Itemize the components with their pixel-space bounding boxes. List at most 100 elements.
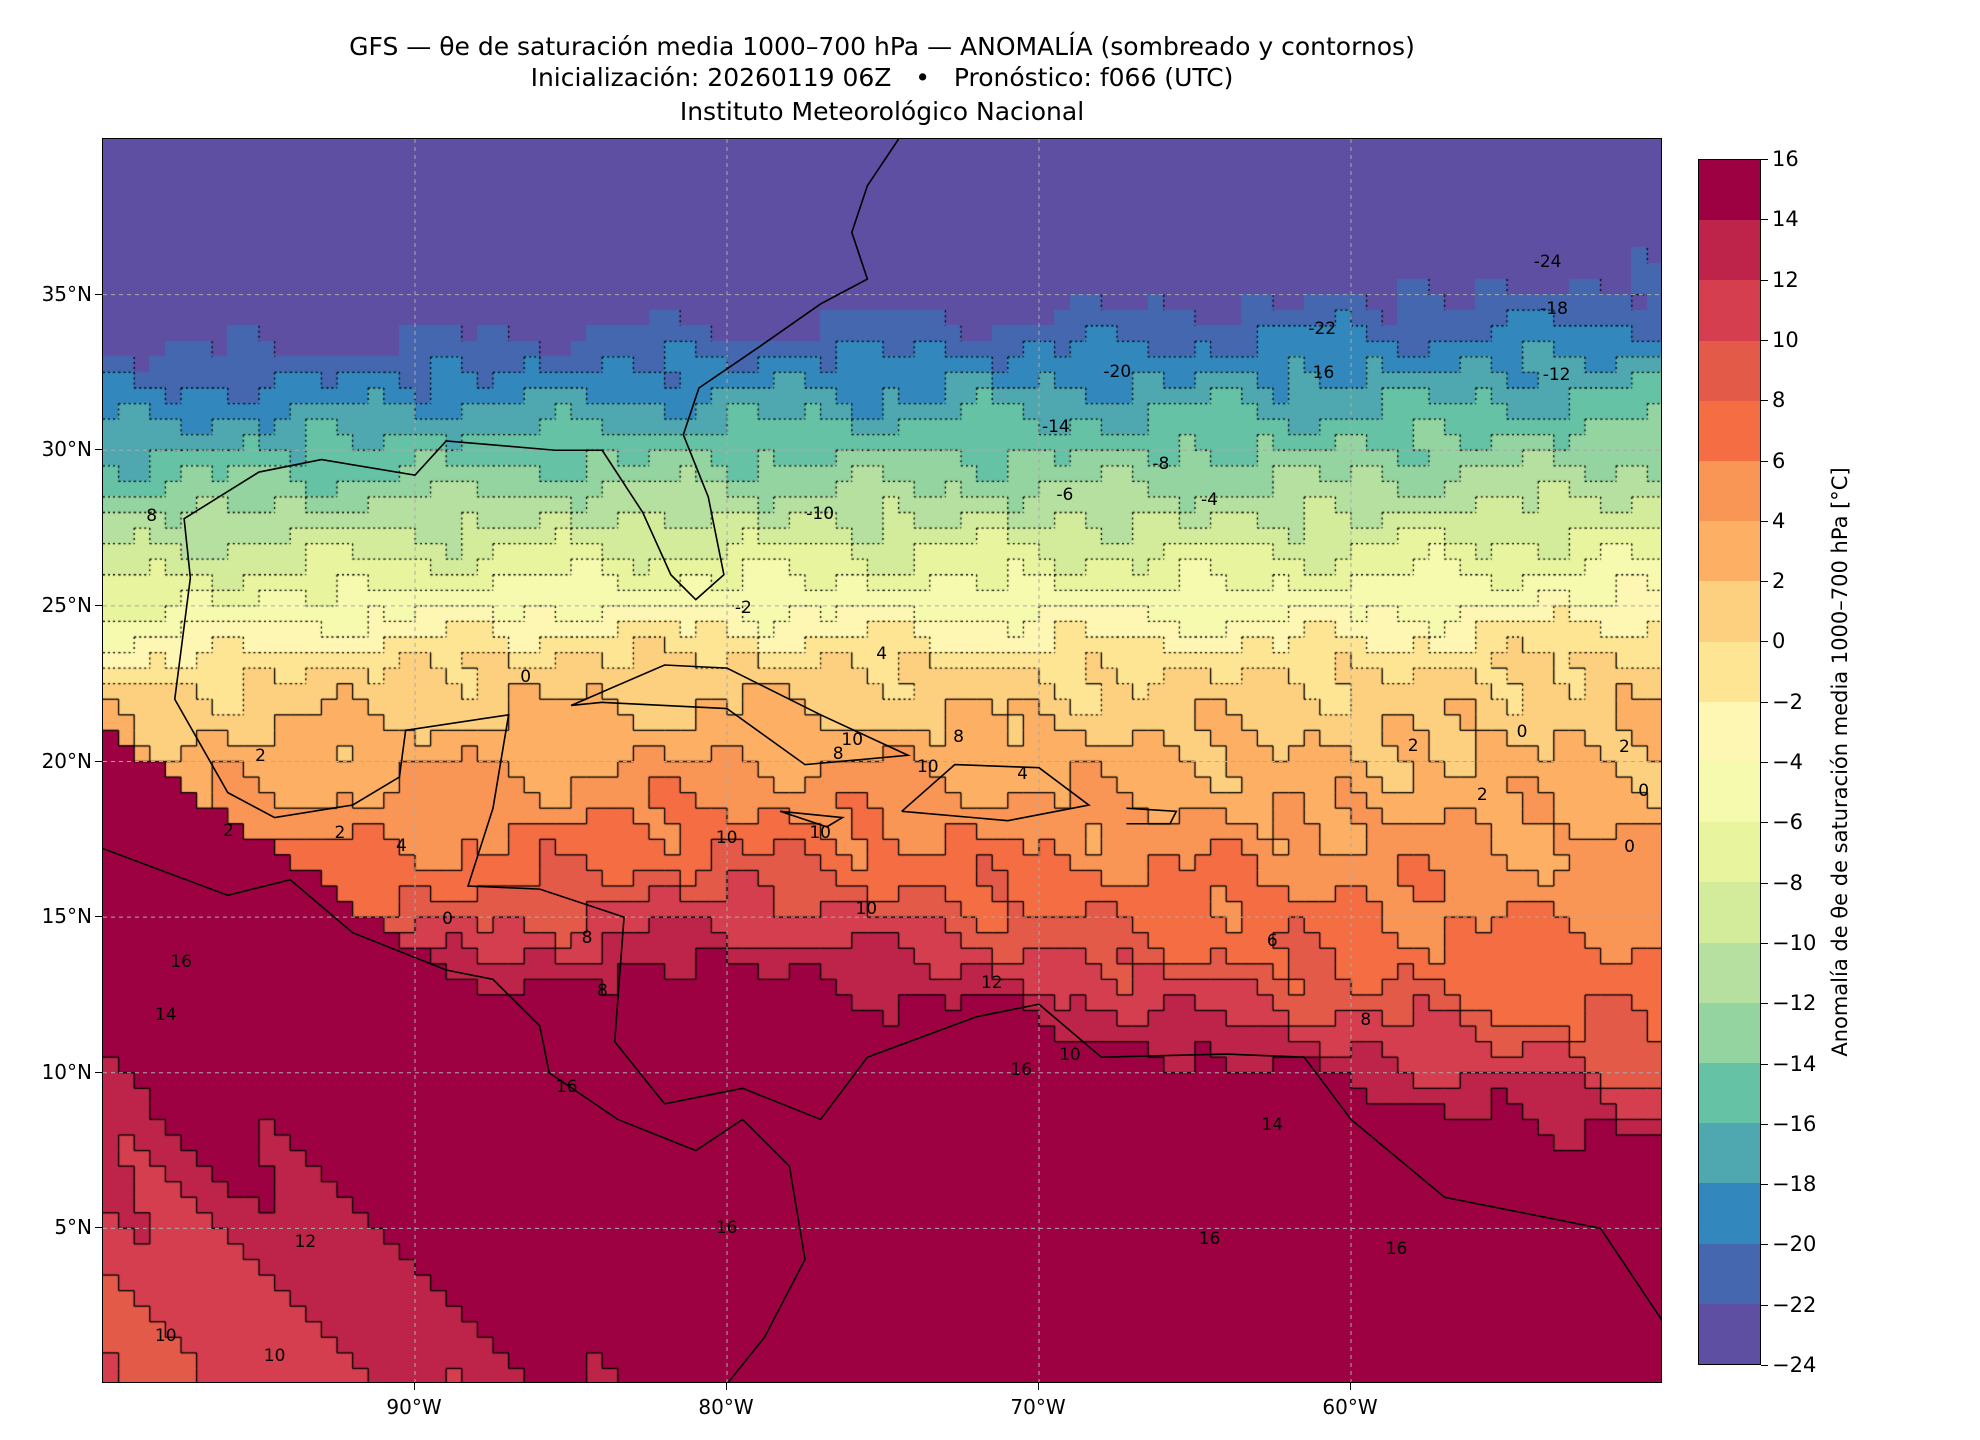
- colorbar-swatch: [1699, 761, 1760, 823]
- x-tick-mark: [1350, 1383, 1351, 1390]
- contour-label: 10: [1059, 1044, 1081, 1065]
- contour-label: 12: [294, 1231, 317, 1252]
- contour-label: 0: [1638, 780, 1650, 801]
- colorbar-swatch: [1699, 822, 1760, 883]
- colorbar-swatch: [1699, 1002, 1760, 1063]
- colorbar-swatch: [1699, 400, 1760, 461]
- colorbar-tick-label: −8: [1772, 870, 1803, 895]
- contour-label: 4: [876, 643, 888, 664]
- contour-label: 16: [555, 1076, 578, 1097]
- contour-label: 14: [154, 1004, 177, 1025]
- colorbar-swatch: [1699, 581, 1760, 642]
- contour-label: 16: [1010, 1060, 1033, 1081]
- colorbar-tick-mark: [1761, 400, 1768, 402]
- contour-label: -20: [1103, 362, 1132, 383]
- y-tick-mark: [95, 916, 102, 918]
- contour-label: -2: [734, 597, 752, 618]
- contour-label: -8: [1152, 454, 1170, 475]
- colorbar-tick-mark: [1761, 279, 1768, 281]
- contour-label: 16: [715, 1217, 738, 1238]
- colorbar-tick-mark: [1761, 1304, 1768, 1306]
- x-tick-label: 80°W: [698, 1395, 754, 1419]
- colorbar-tick-label: −24: [1772, 1353, 1817, 1377]
- contour-label: 6: [1266, 930, 1278, 951]
- colorbar-tick-mark: [1761, 1244, 1768, 1246]
- colorbar-swatch: [1699, 1062, 1760, 1124]
- colorbar-tick-label: 4: [1772, 508, 1786, 533]
- colorbar: [1698, 159, 1761, 1365]
- colorbar-tick-label: 6: [1772, 448, 1786, 473]
- colorbar-tick-label: −2: [1772, 689, 1803, 714]
- coastline: [779, 810, 845, 828]
- y-tick-mark: [95, 760, 102, 762]
- colorbar-tick-label: 8: [1772, 388, 1786, 413]
- x-tick-label: 90°W: [386, 1395, 442, 1419]
- contour-label: 16: [1385, 1239, 1408, 1260]
- colorbar-swatch: [1699, 460, 1760, 522]
- contour-label: -24: [1533, 251, 1562, 272]
- colorbar-tick-mark: [1761, 339, 1768, 341]
- colorbar-tick-mark: [1761, 882, 1768, 884]
- contour-label: 0: [442, 908, 453, 929]
- colorbar-swatch: [1699, 942, 1760, 1003]
- contour-label: -10: [806, 504, 835, 525]
- contour-label: 8: [146, 505, 158, 526]
- colorbar-tick-label: −14: [1772, 1051, 1817, 1076]
- colorbar-swatch: [1699, 882, 1760, 943]
- y-tick-label: 25°N: [41, 592, 92, 617]
- map-overlay: [103, 139, 1661, 1382]
- contour-label: 16: [1198, 1229, 1221, 1250]
- contour-label: 2: [1407, 736, 1419, 757]
- colorbar-tick-mark: [1761, 520, 1768, 522]
- colorbar-tick-label: 2: [1772, 569, 1786, 594]
- contour-label: -6: [1056, 485, 1074, 506]
- colorbar-tick-mark: [1761, 701, 1768, 703]
- colorbar-tick-label: −20: [1772, 1232, 1817, 1257]
- colorbar-tick-mark: [1761, 1184, 1768, 1186]
- contour-label: 0: [1624, 837, 1636, 858]
- contour-label: 2: [1619, 737, 1630, 758]
- colorbar-tick-label: −12: [1772, 991, 1817, 1016]
- colorbar-swatch: [1699, 1243, 1760, 1304]
- contour-label: 0: [520, 666, 532, 687]
- x-tick-label: 60°W: [1322, 1395, 1378, 1419]
- y-tick-mark: [95, 293, 102, 295]
- colorbar-tick-mark: [1761, 159, 1768, 160]
- colorbar-tick-label: 0: [1772, 629, 1786, 654]
- colorbar-tick-mark: [1761, 822, 1768, 824]
- contour-label: 2: [255, 746, 266, 767]
- colorbar-tick-label: 10: [1772, 327, 1799, 352]
- contour-label: 2: [334, 823, 346, 844]
- chart-title: GFS — θe de saturación media 1000–700 hP…: [349, 32, 1415, 61]
- colorbar-tick-label: −22: [1772, 1292, 1817, 1317]
- x-tick-label: 70°W: [1010, 1395, 1066, 1419]
- y-tick-mark: [95, 1227, 102, 1229]
- contour-label: 10: [855, 898, 878, 919]
- contour-label: -14: [1041, 417, 1070, 438]
- y-tick-label: 30°N: [41, 437, 92, 462]
- contour-label: 4: [395, 835, 407, 856]
- contour-label: 16: [170, 952, 192, 973]
- colorbar-swatch: [1699, 340, 1760, 401]
- colorbar-swatch: [1699, 701, 1760, 762]
- colorbar-tick-label: −4: [1772, 750, 1803, 774]
- contour-label: -4: [1201, 490, 1218, 511]
- y-tick-label: 5°N: [54, 1215, 92, 1240]
- contour-label: -12: [1542, 364, 1571, 385]
- contour-label: 8: [1360, 1010, 1372, 1031]
- chart-subtitle: Inicialización: 20260119 06Z • Pronóstic…: [530, 63, 1234, 92]
- colorbar-swatch: [1699, 521, 1760, 582]
- colorbar-swatch: [1699, 1303, 1760, 1364]
- colorbar-tick-mark: [1761, 942, 1768, 944]
- contour-label: 10: [154, 1326, 177, 1347]
- coastline: [1126, 807, 1178, 825]
- chart-institution: Instituto Meteorológico Nacional: [679, 97, 1085, 126]
- y-tick-label: 20°N: [41, 748, 92, 773]
- x-tick-mark: [414, 1383, 415, 1390]
- coastline: [901, 763, 1091, 822]
- contour-label: 2: [1476, 784, 1488, 805]
- colorbar-tick-label: −16: [1772, 1111, 1817, 1136]
- colorbar-tick-mark: [1761, 1063, 1768, 1065]
- colorbar-tick-label: −6: [1772, 810, 1803, 835]
- colorbar-tick-mark: [1761, 1003, 1768, 1005]
